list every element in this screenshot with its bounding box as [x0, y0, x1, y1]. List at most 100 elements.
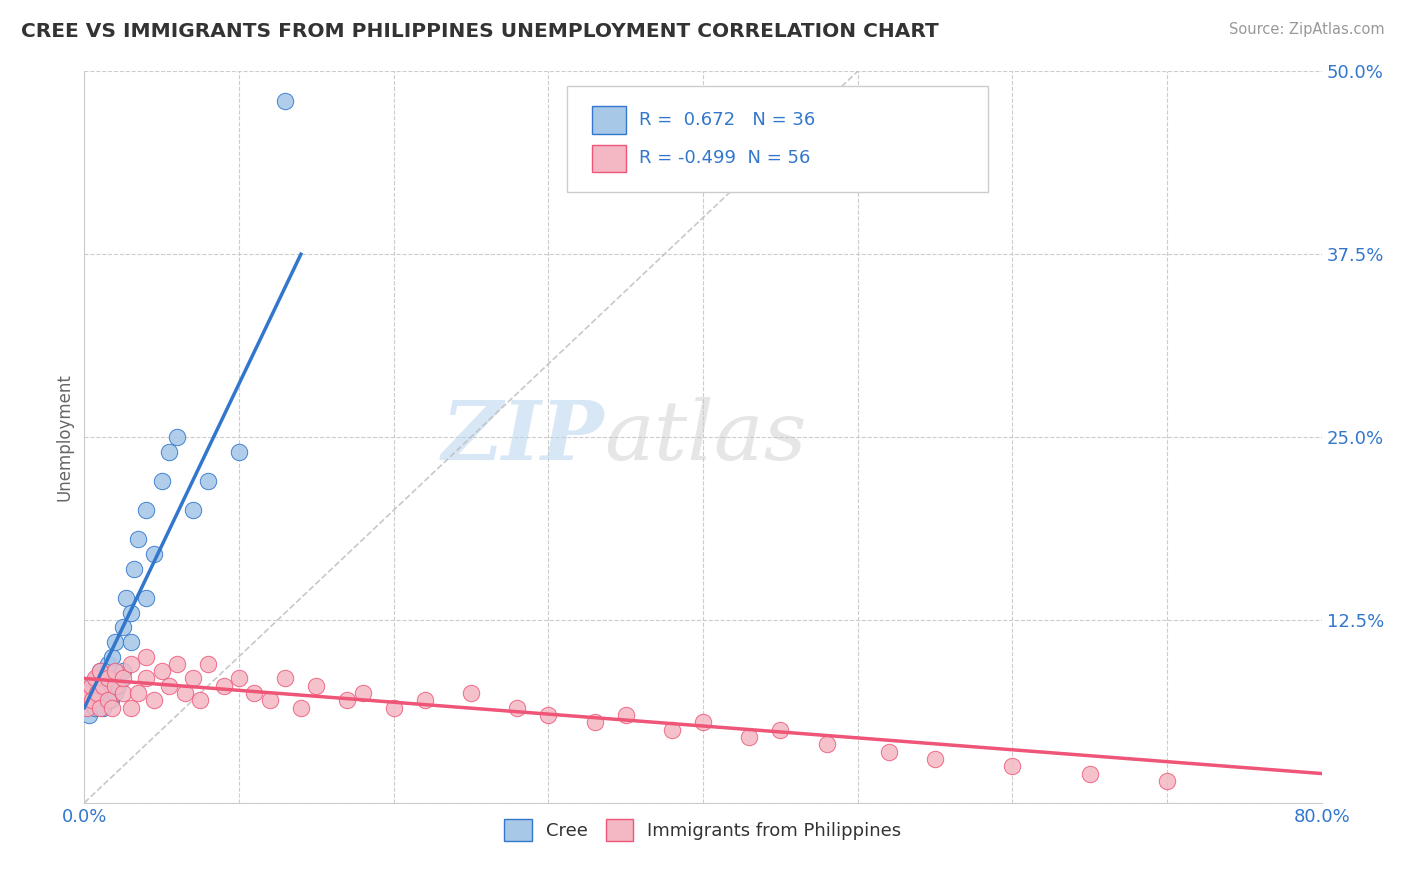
Point: [101, 700, 124, 714]
Point: [769, 723, 792, 737]
Text: R = -0.499  N = 56: R = -0.499 N = 56: [638, 149, 810, 168]
Point: [135, 649, 157, 664]
Point: [93, 679, 115, 693]
Point: [166, 430, 188, 444]
Point: [96, 672, 118, 686]
Point: [181, 672, 204, 686]
Point: [120, 657, 142, 671]
Point: [122, 562, 145, 576]
Point: [89, 664, 111, 678]
Point: [305, 679, 328, 693]
Point: [188, 693, 211, 707]
Point: [115, 591, 138, 605]
Point: [120, 606, 142, 620]
Point: [181, 503, 204, 517]
Text: ZIP: ZIP: [441, 397, 605, 477]
Point: [228, 444, 250, 458]
Point: [82, 679, 104, 693]
Text: atlas: atlas: [605, 397, 807, 477]
Text: CREE VS IMMIGRANTS FROM PHILIPPINES UNEMPLOYMENT CORRELATION CHART: CREE VS IMMIGRANTS FROM PHILIPPINES UNEM…: [21, 22, 939, 41]
Point: [77, 708, 100, 723]
Point: [112, 620, 135, 634]
Point: [174, 686, 197, 700]
Point: [259, 693, 281, 707]
Y-axis label: Unemployment: Unemployment: [55, 373, 73, 501]
Point: [104, 686, 127, 700]
Point: [76, 700, 98, 714]
Point: [815, 737, 838, 751]
Point: [120, 635, 142, 649]
Point: [82, 693, 104, 707]
Point: [228, 672, 250, 686]
Point: [82, 693, 104, 707]
Point: [107, 679, 129, 693]
Point: [614, 708, 637, 723]
Point: [197, 657, 219, 671]
Point: [96, 672, 118, 686]
Point: [89, 664, 111, 678]
Point: [127, 533, 149, 547]
Point: [290, 700, 312, 714]
Point: [924, 752, 946, 766]
Point: [76, 686, 98, 700]
Point: [274, 94, 297, 108]
Bar: [592, 145, 626, 172]
Text: Source: ZipAtlas.com: Source: ZipAtlas.com: [1229, 22, 1385, 37]
Point: [79, 679, 101, 693]
Point: [86, 686, 108, 700]
Point: [460, 686, 482, 700]
Point: [1156, 773, 1178, 788]
Point: [166, 657, 188, 671]
Point: [112, 686, 135, 700]
Point: [87, 693, 110, 707]
Point: [89, 686, 111, 700]
FancyBboxPatch shape: [567, 86, 987, 192]
Point: [159, 444, 180, 458]
Point: [413, 693, 436, 707]
Point: [73, 693, 96, 707]
Point: [212, 679, 235, 693]
Point: [143, 693, 166, 707]
Point: [135, 591, 157, 605]
Point: [100, 693, 122, 707]
Point: [506, 700, 529, 714]
Point: [738, 730, 761, 744]
Point: [104, 664, 127, 678]
Point: [73, 686, 96, 700]
Point: [135, 503, 157, 517]
Point: [877, 745, 900, 759]
Text: R =  0.672   N = 36: R = 0.672 N = 36: [638, 111, 815, 128]
Point: [243, 686, 266, 700]
Point: [583, 715, 606, 730]
Point: [159, 679, 180, 693]
Point: [150, 474, 173, 488]
Point: [1001, 759, 1024, 773]
Point: [336, 693, 359, 707]
Point: [274, 672, 297, 686]
Point: [537, 708, 560, 723]
Point: [352, 686, 374, 700]
Point: [104, 679, 127, 693]
Point: [96, 693, 118, 707]
Point: [84, 672, 107, 686]
Point: [89, 700, 111, 714]
Point: [382, 700, 405, 714]
Point: [120, 700, 142, 714]
Point: [112, 672, 135, 686]
Point: [104, 635, 127, 649]
Point: [197, 474, 219, 488]
Point: [91, 700, 114, 714]
Point: [1078, 766, 1101, 780]
Point: [150, 664, 173, 678]
Point: [112, 664, 135, 678]
Point: [86, 672, 108, 686]
Bar: [592, 106, 626, 134]
Point: [135, 672, 157, 686]
Point: [101, 649, 124, 664]
Point: [84, 700, 107, 714]
Legend: Cree, Immigrants from Philippines: Cree, Immigrants from Philippines: [498, 812, 908, 848]
Point: [661, 723, 683, 737]
Point: [692, 715, 714, 730]
Point: [96, 657, 118, 671]
Point: [143, 547, 166, 561]
